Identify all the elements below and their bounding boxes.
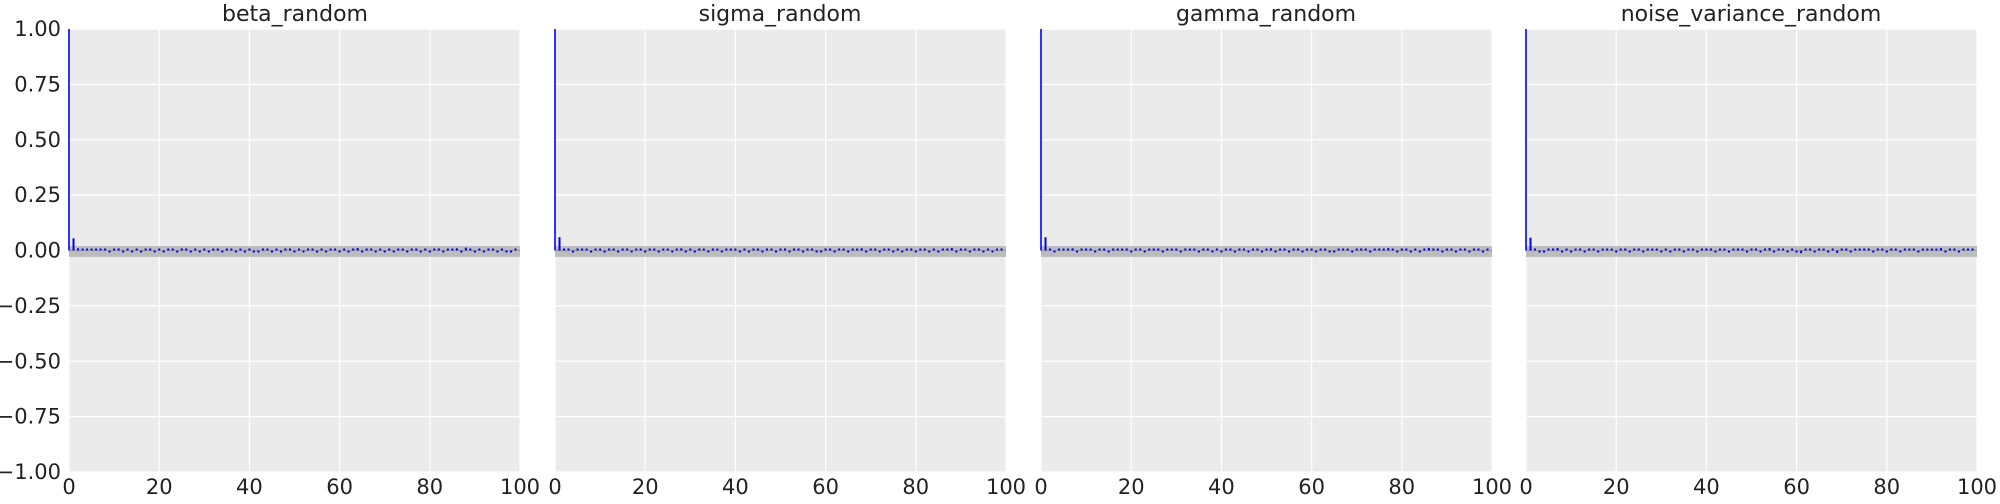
y-tick-label: 0.25: [14, 183, 61, 207]
y-tick-label: 0.50: [14, 128, 61, 152]
y-tick-label: 1.00: [14, 17, 61, 41]
x-tick-label: 0: [62, 475, 75, 499]
x-tick-label: 60: [812, 475, 839, 499]
x-tick-label: 20: [1603, 475, 1630, 499]
x-tick-label: 40: [1208, 475, 1235, 499]
panel-beta-random: 0 20 40 60 80 100 1.00 0.75 0.50 0.25 0.00 −0.25 −0.…: [0, 2, 540, 499]
y-tick-label: 0.75: [14, 72, 61, 96]
panel-title-beta-random: beta_random: [222, 2, 368, 27]
x-tick-label: 20: [146, 475, 173, 499]
y-tick-label: −0.50: [0, 349, 61, 373]
x-tick-label: 0: [1519, 475, 1532, 499]
x-tick-label: 60: [1298, 475, 1325, 499]
x-tick-label: 80: [416, 475, 443, 499]
y-tick-label: 0.00: [14, 239, 61, 263]
y-tick-label: −1.00: [0, 460, 61, 484]
x-tick-label: 20: [632, 475, 659, 499]
x-tick-label: 40: [722, 475, 749, 499]
x-tick-label: 80: [1388, 475, 1415, 499]
x-tick-label: 100: [1472, 475, 1512, 499]
x-tick-label: 40: [236, 475, 263, 499]
y-tick-label: −0.75: [0, 405, 61, 429]
x-tick-label: 80: [1873, 475, 1900, 499]
x-tick-label: 40: [1693, 475, 1720, 499]
confidence-band: [1526, 246, 1977, 257]
panel-title-sigma-random: sigma_random: [699, 2, 862, 27]
x-tick-label: 100: [500, 475, 540, 499]
x-tick-label: 0: [548, 475, 561, 499]
panel-noise-variance-random: 0 20 40 60 80 100 noise_variance_random: [1519, 2, 1997, 499]
x-tick-label: 20: [1118, 475, 1145, 499]
panel-sigma-random: 0 20 40 60 80 100 sigma_random: [548, 2, 1026, 499]
panel-gamma-random: 0 20 40 60 80 100 gamma_random: [1034, 2, 1512, 499]
x-tick-label: 0: [1034, 475, 1047, 499]
x-tick-label: 60: [326, 475, 353, 499]
confidence-band: [1041, 246, 1492, 257]
x-tick-label: 60: [1783, 475, 1810, 499]
y-tick-label: −0.25: [0, 294, 61, 318]
x-tick-label: 100: [1957, 475, 1997, 499]
confidence-band: [555, 246, 1006, 257]
panel-title-noise-variance-random: noise_variance_random: [1621, 2, 1882, 27]
x-tick-label: 80: [902, 475, 929, 499]
panel-title-gamma-random: gamma_random: [1176, 2, 1356, 27]
x-tick-label: 100: [986, 475, 1026, 499]
